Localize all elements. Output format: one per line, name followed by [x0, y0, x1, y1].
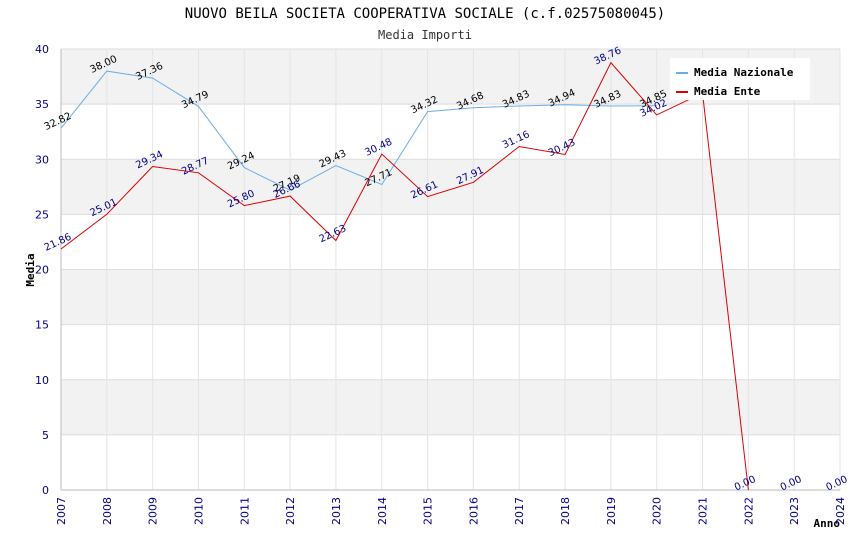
x-tick-label: 2009	[147, 497, 160, 525]
x-tick-label: 2018	[559, 497, 572, 525]
band-3	[61, 269, 840, 325]
y-axis-label: Media	[24, 253, 37, 286]
band-4	[61, 214, 840, 270]
gridlines	[60, 48, 841, 491]
series-line-0	[60, 70, 657, 191]
x-tick-label: 2019	[605, 497, 618, 525]
x-tick-label: 2017	[513, 497, 526, 525]
x-tick-label: 2022	[742, 497, 755, 525]
x-tick-label: 2013	[330, 497, 343, 525]
series-line-1	[60, 61, 749, 491]
series-lines	[60, 61, 749, 491]
y-axis-ticks: 0 5 10 15 20 25 30 35 40	[35, 43, 49, 497]
legend: Media Nazionale Media Ente	[670, 58, 810, 100]
x-tick-label: 2020	[651, 497, 664, 525]
x-tick-label: 2016	[467, 497, 480, 525]
legend-label-media-nazionale: Media Nazionale	[694, 66, 794, 79]
x-tick-label: 2011	[238, 497, 251, 525]
x-tick-label: 2024	[834, 497, 847, 525]
legend-box	[670, 58, 810, 100]
y-tick-label: 25	[35, 208, 49, 221]
chart-subtitle: Media Importi	[378, 28, 472, 42]
y-tick-label: 35	[35, 98, 49, 111]
y-tick-label: 40	[35, 43, 49, 56]
background-bands	[61, 49, 840, 490]
chart-title: NUOVO BEILA SOCIETA COOPERATIVA SOCIALE …	[185, 6, 665, 22]
y-tick-label: 20	[35, 264, 49, 277]
band-6	[61, 104, 840, 160]
x-axis-label: Anno	[814, 517, 841, 530]
x-tick-label: 2023	[788, 497, 801, 525]
x-axis-ticks: 2007 2008 2009 2010 2011 2012 2013 2014 2015 2016…	[55, 497, 847, 525]
x-tick-label: 2021	[697, 497, 710, 525]
y-tick-label: 15	[35, 319, 49, 332]
x-tick-label: 2008	[101, 497, 114, 525]
x-tick-label: 2014	[376, 497, 389, 525]
x-tick-label: 2015	[422, 497, 435, 525]
x-tick-label: 2007	[55, 497, 68, 525]
band-1	[61, 379, 840, 435]
x-tick-label: 2012	[284, 497, 297, 525]
band-5	[61, 159, 840, 215]
band-2	[61, 324, 840, 380]
band-0	[61, 434, 840, 490]
y-tick-label: 5	[42, 429, 49, 442]
y-tick-label: 0	[42, 484, 49, 497]
y-tick-label: 10	[35, 374, 49, 387]
legend-label-media-ente: Media Ente	[694, 85, 761, 98]
y-tick-label: 30	[35, 153, 49, 166]
x-tick-label: 2010	[192, 497, 205, 525]
